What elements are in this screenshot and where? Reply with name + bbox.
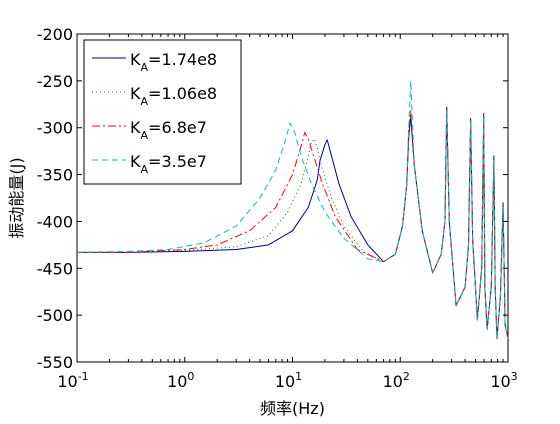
y-axis-label: 振动能量(J)	[7, 157, 26, 238]
y-tick-label: -500	[37, 306, 73, 325]
y-tick-label: -400	[37, 212, 73, 231]
series-line-4	[76, 80, 509, 340]
y-tick-label: -200	[37, 25, 73, 44]
y-tick-label: -350	[37, 166, 73, 185]
series-layer	[76, 80, 509, 340]
y-tick-label: -300	[37, 119, 73, 138]
legend: KA=1.74e8 KA=1.06e8 KA=6.8e7 KA=3.5e7	[83, 39, 242, 185]
y-tick-label: -550	[37, 353, 73, 372]
x-tick-label: 10-1	[57, 370, 88, 391]
legend-label-4: KA=3.5e7	[130, 152, 207, 176]
legend-box	[83, 39, 242, 185]
legend-label-2: KA=1.06e8	[130, 84, 217, 108]
y-tick-label: -250	[37, 72, 73, 91]
x-axis-label: 频率(Hz)	[260, 399, 325, 418]
ticks-layer: -550 -500 -450 -400 -350 -300 -250 -200 10-1 100 1…	[37, 25, 518, 391]
x-tick-label: 101	[275, 370, 302, 391]
legend-label-3: KA=6.8e7	[130, 118, 207, 142]
legend-label-1: KA=1.74e8	[130, 50, 217, 74]
x-tick-label: 102	[383, 370, 410, 391]
y-tick-label: -450	[37, 259, 73, 278]
x-tick-label: 100	[167, 370, 194, 391]
x-tick-label: 103	[490, 370, 517, 391]
